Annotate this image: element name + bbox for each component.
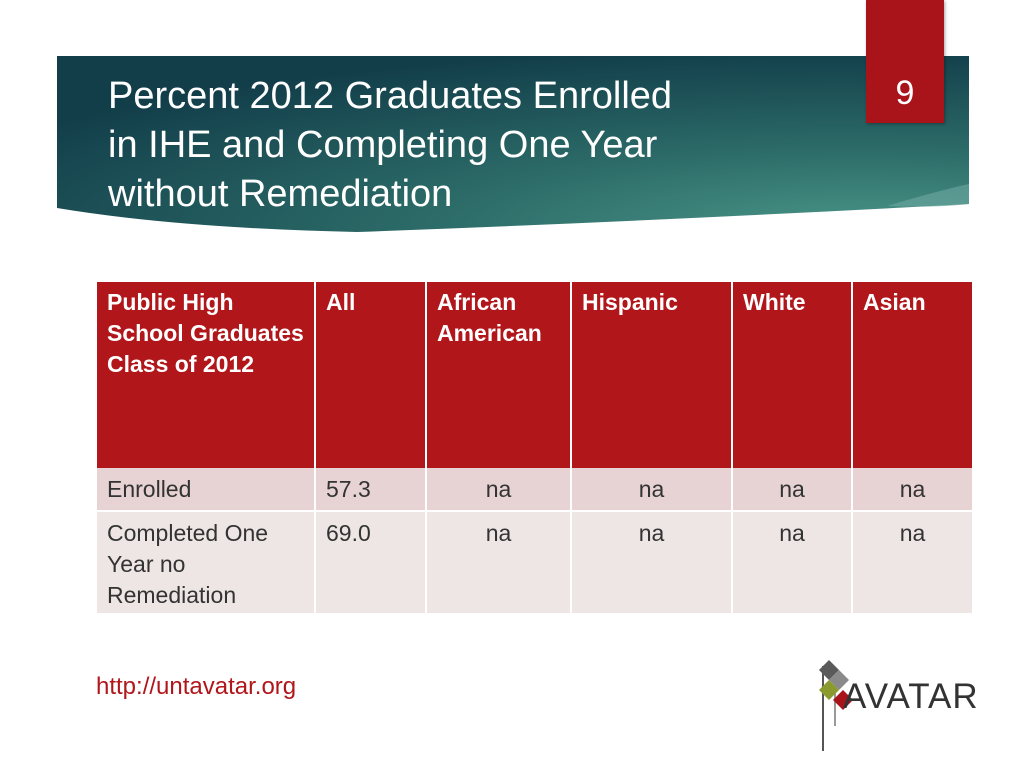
- table-cell: na: [732, 511, 853, 613]
- row-label: Completed One Year no Remediation: [97, 511, 316, 613]
- slide-title: Percent 2012 Graduates Enrolled in IHE a…: [108, 75, 673, 215]
- table-cell: na: [571, 511, 733, 613]
- table-cell: 57.3: [315, 468, 427, 512]
- table-cell: na: [852, 511, 972, 613]
- table-header-row: Public High School Graduates Class of 20…: [97, 282, 972, 468]
- logo-text: AVATAR: [843, 677, 979, 716]
- avatar-logo-icon: [819, 660, 853, 751]
- table-row: Enrolled 57.3 na na na na: [97, 468, 972, 512]
- title-band-shape: [57, 56, 969, 232]
- header-african-american: African American: [426, 282, 572, 468]
- row-label: Enrolled: [97, 468, 316, 512]
- website-link[interactable]: http://untavatar.org: [96, 673, 297, 700]
- table-cell: na: [732, 468, 853, 512]
- table-cell: 69.0: [315, 511, 427, 613]
- page-number: 9: [895, 74, 915, 112]
- header-hispanic: Hispanic: [571, 282, 733, 468]
- header-asian: Asian: [852, 282, 972, 468]
- header-all: All: [315, 282, 427, 468]
- header-group: Public High School Graduates Class of 20…: [97, 282, 316, 468]
- table-row: Completed One Year no Remediation 69.0 n…: [97, 511, 972, 613]
- table-cell: na: [426, 511, 572, 613]
- table-cell: na: [852, 468, 972, 512]
- table-cell: na: [571, 468, 733, 512]
- header-white: White: [732, 282, 853, 468]
- table-cell: na: [426, 468, 572, 512]
- data-table: Public High School Graduates Class of 20…: [97, 282, 972, 613]
- title-band: [57, 56, 969, 240]
- page-number-tab: 9: [866, 0, 944, 123]
